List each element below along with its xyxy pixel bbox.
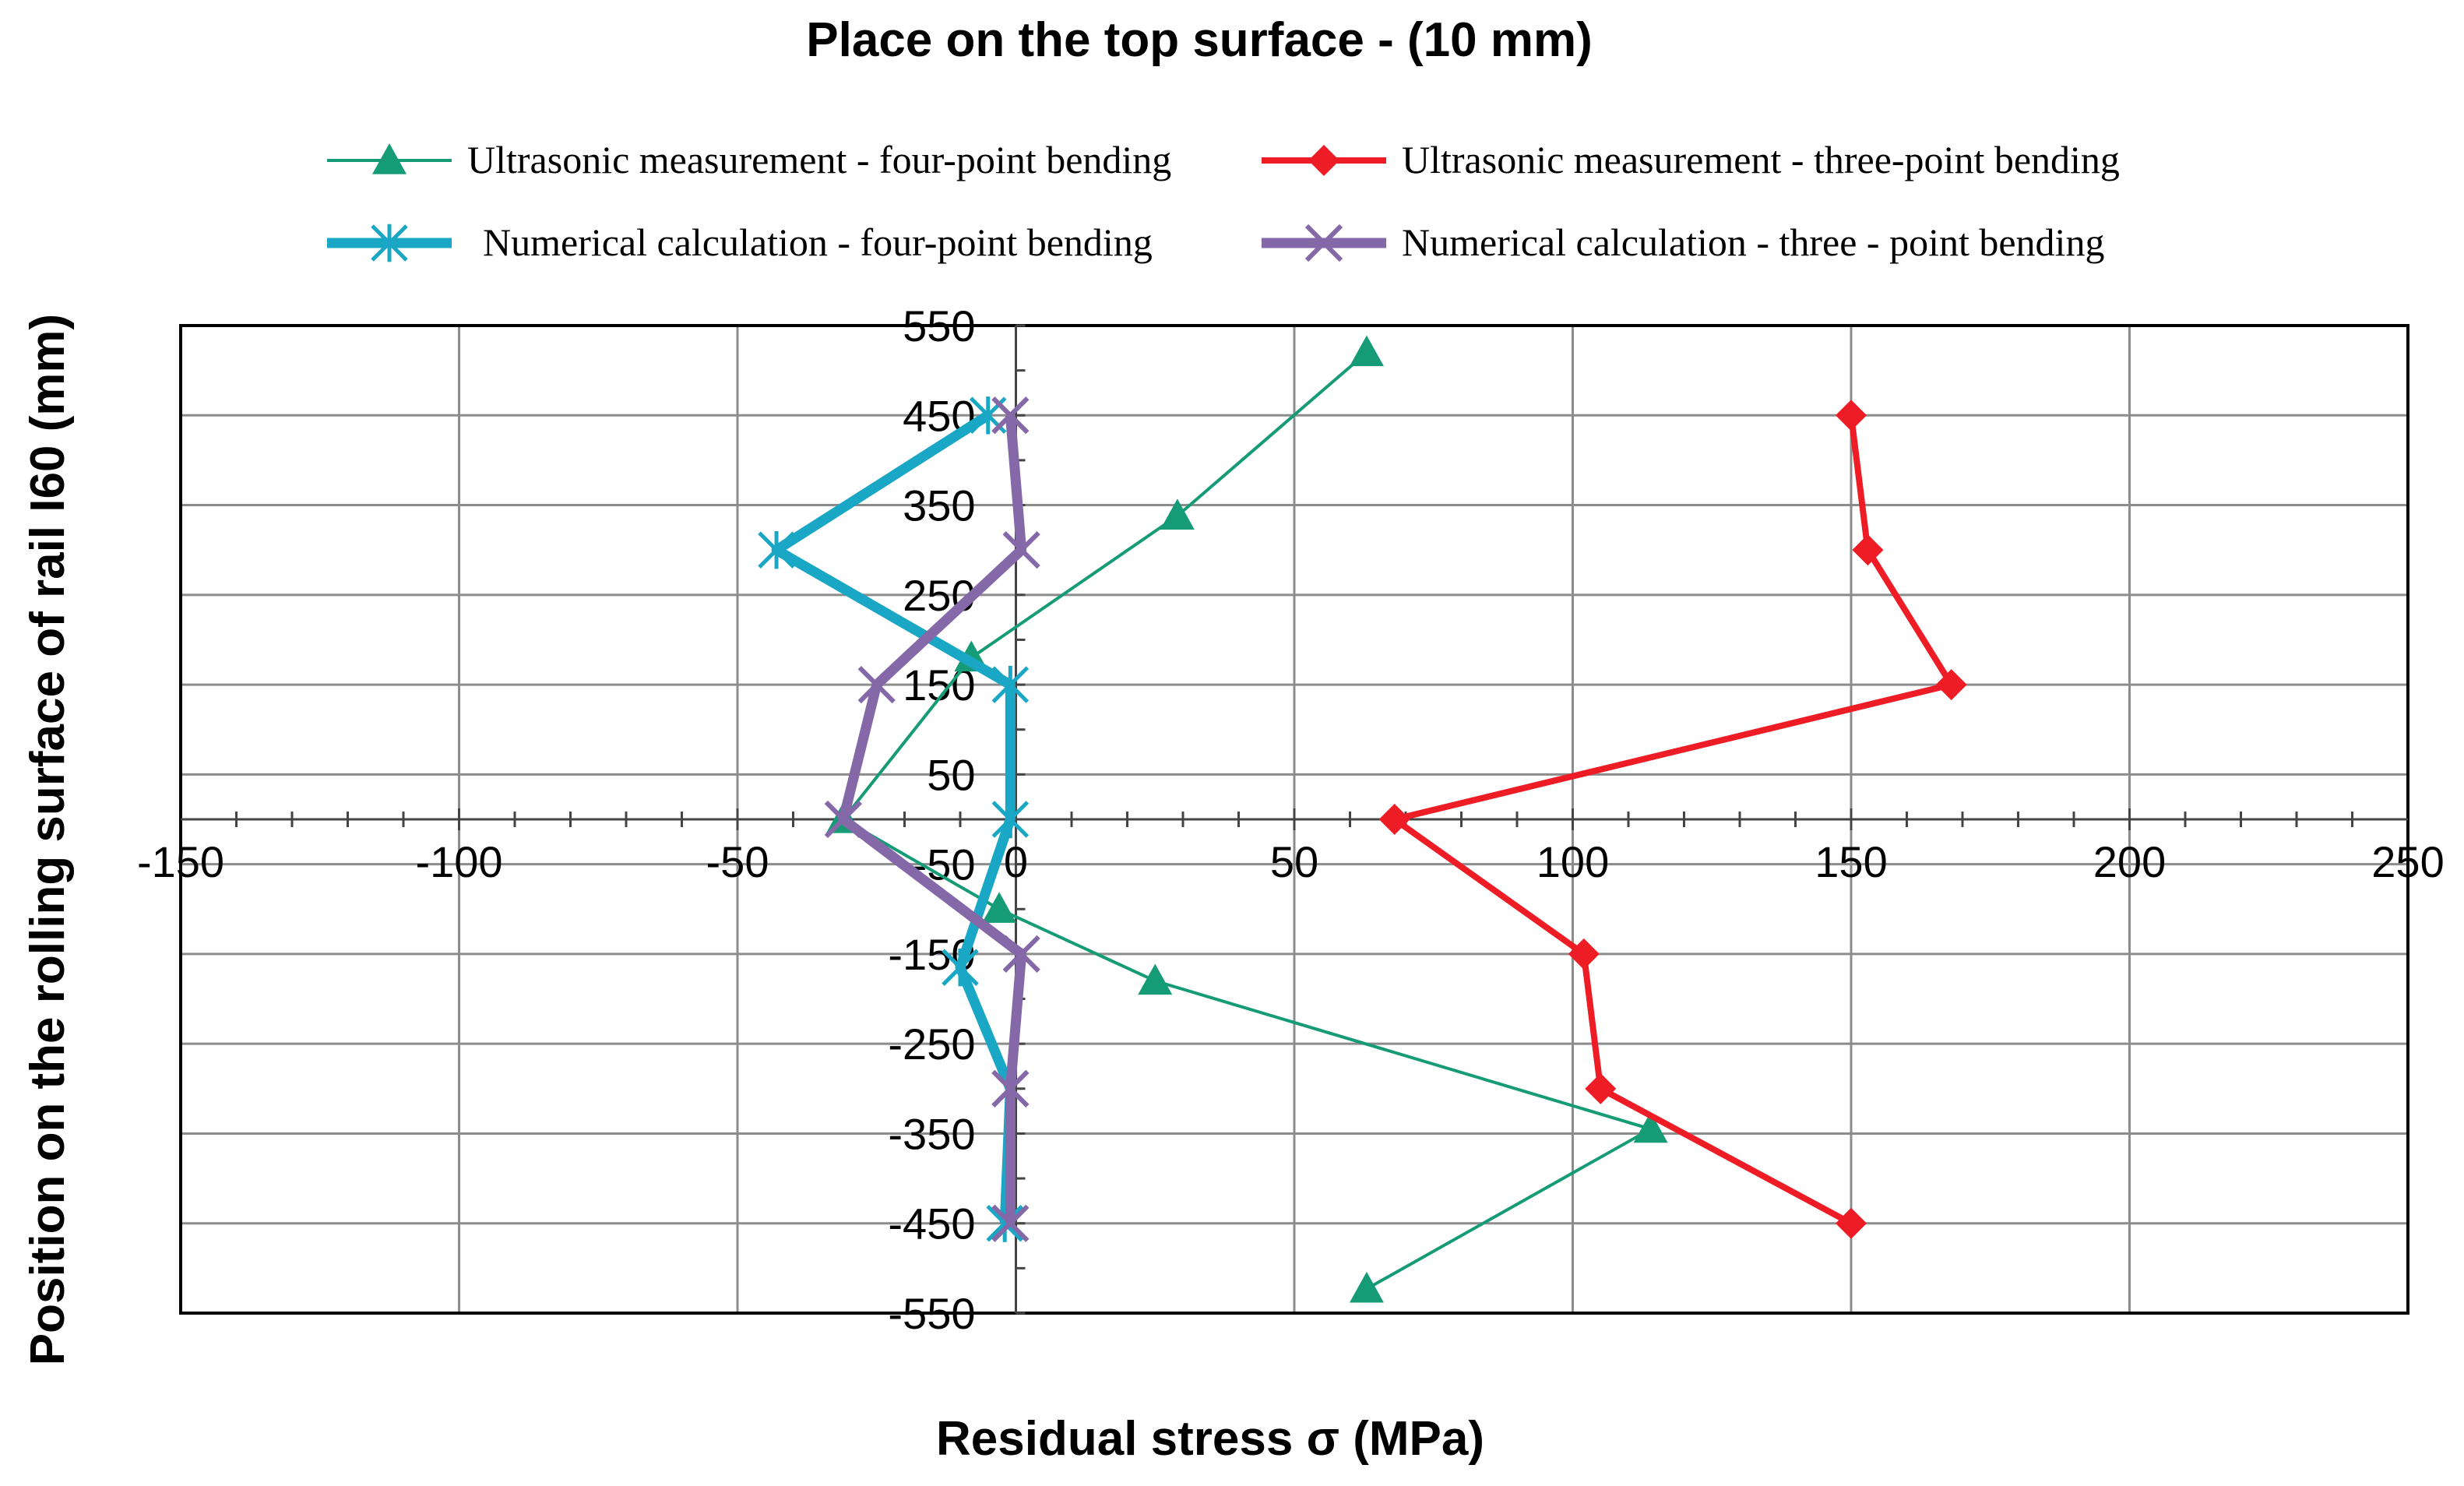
legend-swatch-marker: [371, 224, 408, 262]
series-3-point: [986, 1204, 1023, 1242]
y-tick-label: 350: [903, 481, 975, 530]
marker-stroke: [1002, 935, 1040, 974]
series-4-point: [1002, 935, 1040, 974]
legend-swatch-marker: [1308, 145, 1339, 176]
series-2-point: [1585, 1072, 1617, 1104]
marker-stroke: [991, 1204, 1030, 1242]
chart-title: Place on the top surface - (10 mm): [806, 13, 1592, 67]
y-tick-label: 550: [903, 301, 975, 350]
marker-stroke: [824, 800, 862, 839]
y-tick-label: -450: [888, 1199, 975, 1248]
series-4-point: [857, 665, 896, 704]
legend-label: Ultrasonic measurement - three-point ben…: [1402, 138, 2120, 181]
legend: Ultrasonic measurement - four-point bend…: [327, 138, 2120, 264]
series-1-line: [841, 351, 1653, 1291]
marker-stroke: [1304, 224, 1343, 262]
series-1-point: [1138, 963, 1173, 995]
x-tick-label: 200: [2093, 837, 2166, 886]
x-tick-label: 250: [2371, 837, 2444, 886]
y-axis-title: Position on the rolling surface of rail …: [21, 314, 75, 1365]
marker-stroke: [1002, 531, 1040, 569]
x-tick-label: 100: [1536, 837, 1609, 886]
y-tick-label: -350: [888, 1109, 975, 1158]
y-tick-label: -250: [888, 1019, 975, 1069]
series-4-point: [991, 1069, 1030, 1107]
tick-labels: -150 -100 -50 0 50 100 150 200 25055045035025015…: [137, 301, 2445, 1338]
legend-item-2: Ultrasonic measurement - three-point ben…: [1262, 138, 2120, 181]
series-4-point: [991, 396, 1030, 435]
series-2-point: [1836, 1207, 1867, 1239]
series-1-point: [1633, 1111, 1668, 1143]
series-3-point: [991, 800, 1030, 839]
legend-label: Numerical calculation - three - point be…: [1402, 220, 2104, 264]
y-tick-label: -550: [888, 1289, 975, 1338]
x-axis-title: Residual stress σ (MPa): [936, 1412, 1484, 1466]
legend-item-3: Numerical calculation - four-point bendi…: [327, 220, 1153, 264]
legend-item-4: Numerical calculation - three - point be…: [1262, 220, 2104, 264]
y-tick-label: 50: [927, 750, 975, 799]
series-2-point: [1568, 938, 1600, 970]
x-tick-label: -50: [706, 837, 769, 886]
series-2-point: [1378, 804, 1410, 835]
x-tick-label: 150: [1815, 837, 1887, 886]
legend-swatch-marker: [372, 143, 407, 174]
x-tick-label: 50: [1270, 837, 1318, 886]
legend-label: Numerical calculation - four-point bendi…: [483, 220, 1153, 264]
series-3-point: [991, 665, 1030, 704]
y-tick-label: 250: [903, 571, 975, 620]
series-1-point: [1349, 335, 1384, 367]
series-4-point: [991, 1204, 1030, 1242]
x-tick-label: -150: [137, 837, 224, 886]
plot-area: -150 -100 -50 0 50 100 150 200 25055045035025015…: [137, 301, 2445, 1338]
series-4: [824, 396, 1040, 1242]
series-3-point: [942, 949, 979, 987]
series-2: [1378, 400, 1967, 1239]
series-3-point: [758, 530, 795, 569]
series-2-point: [1836, 400, 1867, 431]
series-1-point: [1160, 498, 1195, 530]
marker-stroke: [991, 396, 1030, 435]
series-4-point: [1002, 531, 1040, 569]
marker-stroke: [991, 1069, 1030, 1107]
legend-label: Ultrasonic measurement - four-point bend…: [467, 138, 1171, 181]
legend-item-1: Ultrasonic measurement - four-point bend…: [327, 138, 1171, 181]
marker-stroke: [857, 665, 896, 704]
series-layer: [758, 335, 1967, 1303]
series-1-point: [1349, 1271, 1384, 1303]
x-tick-label: 0: [1004, 837, 1028, 886]
series-4-point: [824, 800, 862, 839]
series-2-point: [1935, 669, 1967, 701]
series-1-point: [982, 892, 1017, 923]
x-tick-label: -100: [415, 837, 502, 886]
series-2-point: [1852, 534, 1884, 566]
legend-swatch-marker: [1304, 224, 1343, 262]
